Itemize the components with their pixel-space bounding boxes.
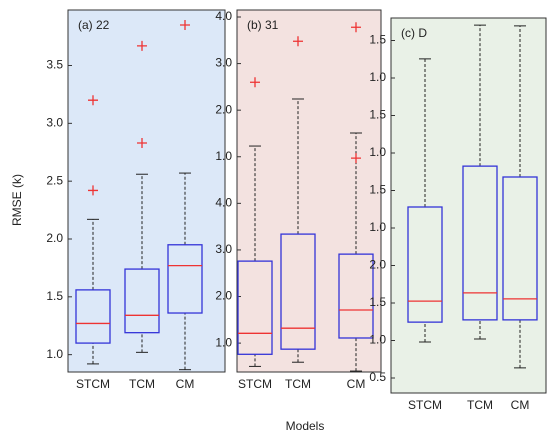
x-tick-label: CM (347, 377, 366, 391)
outlier (351, 153, 361, 164)
outlier (88, 185, 98, 196)
panel-title: (b) 31 (247, 18, 279, 32)
x-tick-label: STCM (408, 398, 442, 412)
box (407, 206, 443, 323)
x-tick-label: STCM (76, 377, 110, 391)
y-tick-label: 3.5 (46, 58, 63, 72)
x-tick-label: CM (511, 398, 530, 412)
outlier (137, 40, 147, 51)
outlier (293, 36, 303, 47)
y-tick-label: 2.0 (369, 258, 386, 272)
box (462, 165, 498, 321)
x-tick-label: TCM (129, 377, 155, 391)
x-tick-label: STCM (238, 377, 272, 391)
panel-title: (c) D (401, 26, 427, 40)
y-tick-label: 1.5 (369, 183, 386, 197)
panel (236, 9, 382, 373)
panel (390, 17, 547, 394)
x-tick-label: CM (176, 377, 195, 391)
y-tick-label: 1.0 (215, 335, 232, 349)
y-tick-label: 1.0 (369, 70, 386, 84)
y-tick-label: 1.5 (369, 33, 386, 47)
y-tick-label: 1.0 (46, 347, 63, 361)
y-tick-label: 2.0 (46, 231, 63, 245)
outlier (137, 138, 147, 149)
outlier (250, 77, 260, 88)
y-tick-label: 4.0 (215, 196, 232, 210)
panel-title: (a) 22 (78, 18, 110, 32)
y-tick-label: 3.0 (215, 242, 232, 256)
box (502, 176, 538, 321)
outlier (180, 20, 190, 31)
outlier (351, 22, 361, 33)
box (75, 289, 111, 344)
y-tick-label: 4.0 (215, 9, 232, 23)
outlier (88, 95, 98, 106)
x-tick-label: TCM (467, 398, 493, 412)
y-tick-label: 3.0 (215, 56, 232, 70)
box (167, 244, 203, 314)
y-tick-label: 1.0 (369, 333, 386, 347)
y-tick-label: 1.0 (369, 145, 386, 159)
y-tick-label: 1.5 (46, 289, 63, 303)
y-tick-label: 2.0 (215, 102, 232, 116)
y-tick-label: 1.0 (215, 149, 232, 163)
y-tick-label: 1.5 (369, 108, 386, 122)
x-axis-label: Models (286, 419, 325, 433)
y-tick-label: 2.5 (46, 173, 63, 187)
x-tick-label: TCM (285, 377, 311, 391)
box (338, 253, 374, 339)
y-axis-label: RMSE (k) (10, 174, 24, 226)
y-tick-label: 2.0 (215, 289, 232, 303)
y-tick-label: 3.0 (46, 116, 63, 130)
box (280, 233, 316, 350)
y-tick-label: 1.5 (369, 295, 386, 309)
y-tick-label: 0.5 (369, 370, 386, 384)
box (124, 268, 160, 334)
box (237, 260, 273, 355)
y-tick-label: 1.0 (369, 220, 386, 234)
